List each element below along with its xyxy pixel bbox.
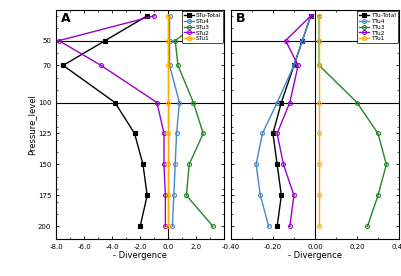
STu-Total [141, 163, 146, 166]
TTu4 [300, 39, 305, 42]
STu-Total [103, 39, 107, 42]
STu1 [166, 194, 170, 197]
TTu4 [266, 225, 271, 228]
STu4 [174, 132, 179, 135]
TTu3 [384, 163, 389, 166]
TTu4 [260, 132, 265, 135]
STu1 [166, 14, 170, 17]
Line: TTu2: TTu2 [275, 14, 313, 228]
Text: A: A [61, 12, 71, 25]
Line: TTu4: TTu4 [254, 14, 313, 228]
TTu2 [292, 194, 296, 197]
STu-Total [132, 132, 137, 135]
STu3 [187, 163, 192, 166]
STu2 [154, 101, 159, 104]
TTu3 [317, 39, 322, 42]
STu1 [166, 225, 170, 228]
STu3 [211, 225, 215, 228]
TTu4 [308, 14, 313, 17]
TTu-Total [300, 39, 305, 42]
TTu-Total [275, 163, 279, 166]
STu2 [162, 132, 166, 135]
STu-Total [138, 225, 143, 228]
STu-Total [113, 101, 117, 104]
Line: TTu-Total: TTu-Total [271, 14, 313, 228]
Legend: STu-Total, STu4, STu3, STu2, STu1: STu-Total, STu4, STu3, STu2, STu1 [182, 11, 223, 43]
TTu4 [254, 163, 259, 166]
TTu3 [376, 194, 381, 197]
STu4 [167, 39, 172, 42]
TTu4 [258, 194, 263, 197]
STu3 [176, 64, 180, 67]
Legend: TTu-Total, TTu4, TTu3, TTu2, TTu1: TTu-Total, TTu4, TTu3, TTu2, TTu1 [357, 11, 398, 43]
STu2 [152, 14, 156, 17]
Line: STu4: STu4 [168, 14, 181, 228]
TTu3 [317, 64, 322, 67]
TTu2 [288, 101, 292, 104]
STu3 [201, 132, 206, 135]
TTu-Total [271, 132, 275, 135]
TTu2 [281, 163, 286, 166]
STu-Total [61, 64, 65, 67]
TTu-Total [279, 194, 284, 197]
STu3 [205, 14, 210, 17]
TTu-Total [308, 14, 313, 17]
STu2 [162, 163, 166, 166]
TTu-Total [279, 101, 284, 104]
TTu2 [283, 39, 288, 42]
TTu1 [317, 64, 322, 67]
STu4 [167, 14, 172, 17]
TTu1 [317, 225, 322, 228]
STu1 [166, 64, 170, 67]
TTu3 [317, 14, 322, 17]
STu-Total [145, 194, 150, 197]
STu2 [163, 225, 168, 228]
STu1 [166, 39, 170, 42]
TTu-Total [275, 225, 279, 228]
STu4 [173, 163, 178, 166]
STu1 [166, 132, 170, 135]
TTu3 [354, 101, 359, 104]
TTu1 [317, 14, 322, 17]
STu4 [167, 64, 172, 67]
TTu3 [365, 225, 370, 228]
Line: STu2: STu2 [57, 14, 167, 228]
STu-Total [145, 14, 150, 17]
STu1 [166, 101, 170, 104]
TTu2 [308, 14, 313, 17]
TTu1 [317, 132, 322, 135]
STu4 [170, 225, 175, 228]
STu3 [184, 194, 189, 197]
TTu3 [376, 132, 381, 135]
TTu2 [288, 225, 292, 228]
STu3 [191, 101, 196, 104]
TTu2 [275, 132, 279, 135]
STu3 [173, 39, 178, 42]
TTu1 [317, 101, 322, 104]
Line: STu3: STu3 [173, 14, 215, 228]
Line: TTu1: TTu1 [317, 14, 321, 228]
Line: STu-Total: STu-Total [61, 14, 149, 228]
Line: STu1: STu1 [166, 14, 170, 228]
STu2 [57, 39, 61, 42]
STu4 [171, 194, 176, 197]
STu2 [99, 64, 103, 67]
STu4 [177, 101, 182, 104]
X-axis label: - Divergence: - Divergence [288, 251, 342, 260]
TTu1 [317, 39, 322, 42]
STu2 [163, 194, 168, 197]
X-axis label: - Divergence: - Divergence [113, 251, 167, 260]
TTu1 [317, 163, 322, 166]
TTu2 [296, 64, 301, 67]
TTu-Total [292, 64, 296, 67]
Y-axis label: Pressure_level: Pressure_level [27, 94, 36, 155]
STu1 [166, 163, 170, 166]
TTu4 [275, 101, 279, 104]
Line: TTu3: TTu3 [317, 14, 388, 228]
TTu4 [292, 64, 296, 67]
TTu1 [317, 194, 322, 197]
Text: B: B [236, 12, 245, 25]
